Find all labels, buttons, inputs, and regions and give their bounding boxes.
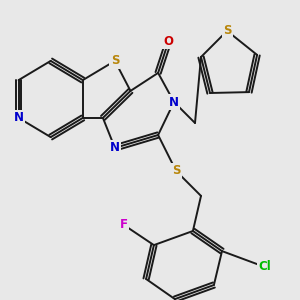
Text: N: N [14,111,24,124]
Text: S: S [111,54,119,68]
Text: O: O [164,34,174,48]
Text: F: F [120,218,128,232]
Text: Cl: Cl [259,260,271,274]
Text: S: S [172,164,180,178]
Text: S: S [223,24,231,38]
Text: N: N [110,141,120,154]
Text: N: N [169,95,179,109]
